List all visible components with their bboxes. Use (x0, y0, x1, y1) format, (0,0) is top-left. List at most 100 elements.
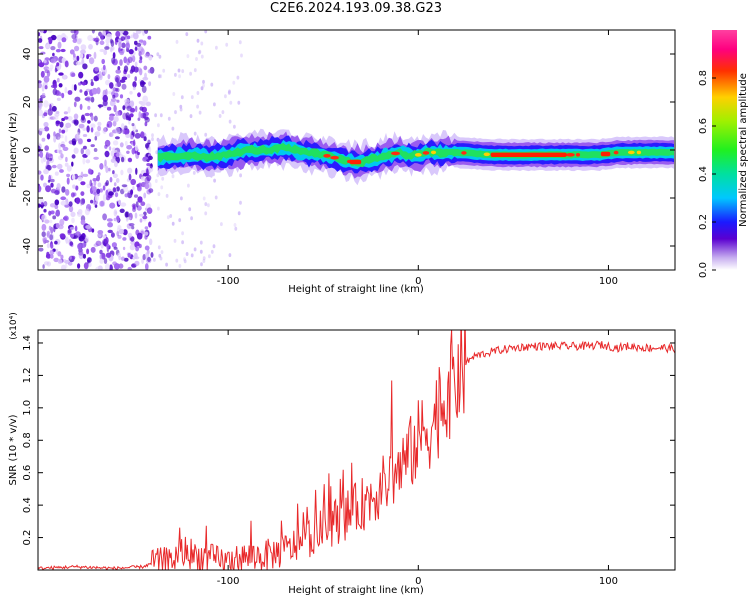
noise-dot (143, 65, 148, 71)
noise-dot (126, 35, 131, 40)
snr-y-tick-label: 1.4 (22, 335, 33, 351)
noise-dot (83, 262, 89, 270)
noise-dot (44, 126, 50, 132)
colorbar-tick-label: 0.2 (698, 214, 709, 230)
noise-dot (142, 76, 149, 81)
noise-dot (70, 30, 77, 34)
noise-dot (81, 58, 85, 66)
noise-dot (106, 243, 110, 249)
noise-dot (144, 30, 149, 34)
spectrogram-x-tick-label: 100 (599, 276, 618, 287)
noise-dot (65, 189, 70, 196)
noise-dot (49, 219, 53, 224)
noise-dot (60, 48, 66, 53)
noise-dot (117, 66, 121, 71)
noise-dot (85, 159, 91, 164)
noise-dot (90, 127, 94, 133)
noise-dot (112, 173, 118, 179)
noise-dot (240, 53, 243, 58)
noise-dot (142, 172, 148, 177)
noise-dot (102, 213, 107, 221)
noise-dot (159, 74, 163, 79)
ridge-hotspot (330, 155, 339, 160)
noise-dot (196, 104, 200, 109)
noise-dot (57, 259, 63, 264)
noise-dot (145, 143, 149, 149)
noise-dot (84, 90, 88, 97)
noise-dot (75, 197, 81, 205)
noise-dot (149, 238, 153, 246)
noise-dot (221, 110, 225, 115)
noise-dot (199, 249, 203, 254)
snr-y-tick-label: 0.6 (22, 465, 33, 481)
noise-dot (125, 42, 130, 50)
noise-dot (204, 30, 208, 34)
snr-y-tick-label: 1.2 (22, 367, 33, 383)
snr-y-tick-label: 0.8 (22, 432, 33, 448)
noise-dot (42, 236, 48, 243)
noise-dot (82, 157, 86, 165)
noise-dot (119, 59, 123, 66)
noise-dot (126, 145, 133, 150)
noise-dot (57, 136, 60, 141)
noise-dot (97, 172, 101, 177)
spectrogram-y-tick-label: 0 (22, 147, 33, 153)
noise-dot (95, 39, 99, 46)
noise-dot (85, 148, 91, 156)
noise-dot (63, 74, 66, 80)
noise-dot (106, 106, 112, 111)
noise-dot (40, 30, 44, 34)
noise-dot (95, 240, 102, 246)
noise-dot (86, 125, 90, 133)
noise-dot (56, 183, 61, 190)
noise-dot (119, 94, 124, 99)
noise-dot (69, 226, 75, 231)
noise-dot (93, 115, 98, 122)
noise-dot (134, 61, 138, 67)
noise-dot (69, 241, 74, 246)
colorbar-ticks: 0.0 0.2 0.4 0.6 0.8 (698, 70, 716, 278)
noise-dot (104, 139, 111, 147)
noise-dot (122, 237, 127, 241)
noise-dot (59, 169, 64, 173)
noise-dot (92, 178, 98, 182)
chart-title: C2E6.2024.193.09.38.G23 (269, 1, 443, 16)
noise-dot (141, 85, 147, 94)
noise-dot (41, 202, 44, 206)
noise-dot (112, 170, 115, 175)
noise-dot (57, 251, 62, 257)
noise-dot (76, 55, 80, 62)
noise-dot (228, 119, 232, 124)
noise-dot (155, 150, 159, 155)
noise-dot (115, 87, 120, 93)
noise-dot (178, 218, 182, 223)
noise-dot (41, 214, 47, 221)
noise-dot (68, 201, 73, 207)
noise-dot (93, 156, 99, 160)
noise-dot (82, 145, 87, 150)
noise-dot (73, 53, 76, 58)
noise-dot (50, 46, 56, 51)
noise-dot (102, 238, 108, 246)
noise-dot (58, 72, 64, 76)
noise-dot (82, 63, 88, 70)
noise-dot (46, 159, 50, 167)
noise-dot (138, 59, 143, 64)
noise-dot (225, 42, 229, 47)
noise-dot (61, 37, 67, 43)
snr-x-tick-label: 0 (415, 576, 421, 587)
ridge-hotspot (483, 152, 490, 157)
noise-dot (41, 231, 46, 238)
noise-dot (54, 190, 60, 196)
colorbar-tick-label: 0.6 (698, 118, 709, 134)
noise-dot (80, 49, 86, 55)
ridge-hotspot (461, 151, 467, 155)
noise-dot (82, 134, 88, 137)
noise-dot (130, 34, 134, 39)
noise-dot (162, 68, 166, 73)
noise-dot (43, 168, 49, 175)
snr-series-line (38, 330, 675, 570)
noise-dot (137, 186, 142, 192)
noise-dot (59, 218, 65, 226)
